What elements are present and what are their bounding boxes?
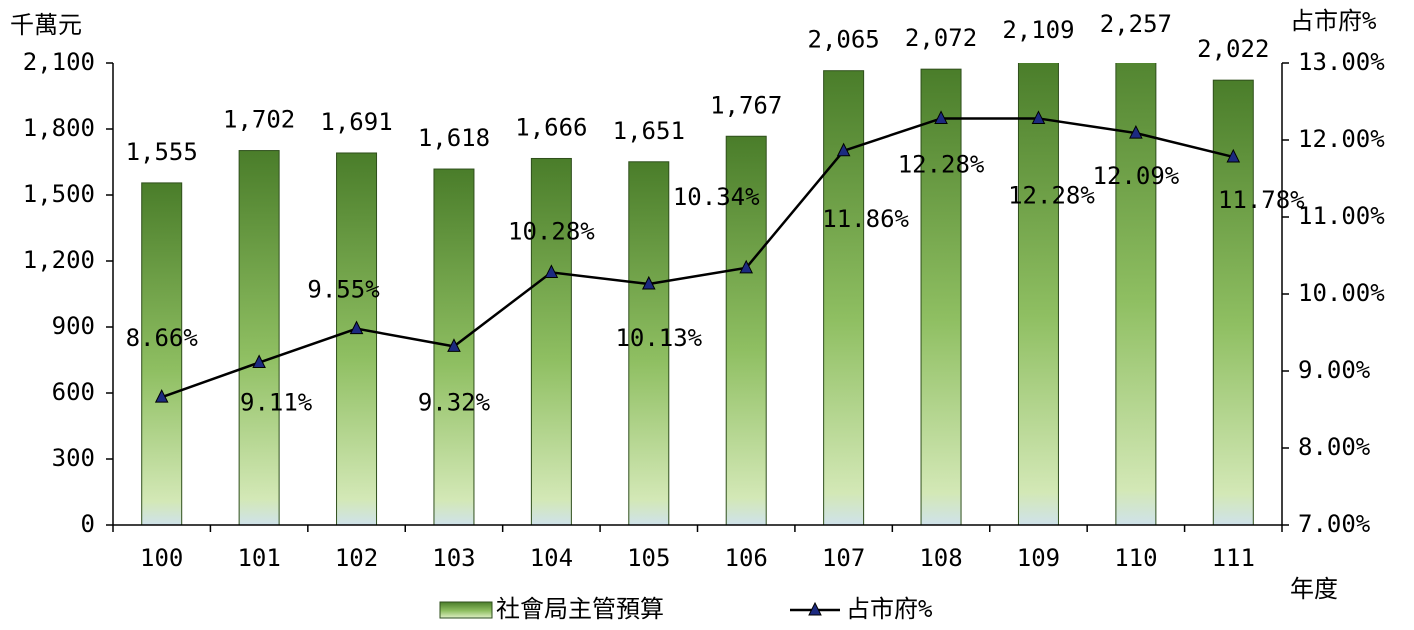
x-tick-label: 104: [530, 544, 573, 572]
legend-swatch: [439, 601, 493, 619]
x-tick-label: 108: [919, 544, 962, 572]
bar: [141, 182, 183, 525]
y-axis-title: 千萬元: [10, 11, 82, 39]
bar-value-label: 2,072: [905, 24, 977, 52]
y2-tick-label: 13.00%: [1298, 48, 1385, 76]
x-tick-label: 103: [432, 544, 475, 572]
bar: [725, 135, 767, 525]
x-tick-label: 106: [725, 544, 768, 572]
legend-label: 社會局主管預算: [496, 595, 664, 623]
bar: [530, 157, 572, 525]
line-value-label: 10.34%: [673, 183, 760, 211]
y2-tick-label: 9.00%: [1298, 356, 1371, 384]
line-value-label: 10.13%: [615, 324, 702, 352]
line: [161, 117, 1234, 399]
line-marker: [252, 354, 266, 369]
bar-value-label: 1,555: [126, 138, 198, 166]
y-tick-label: 900: [52, 312, 95, 340]
line-marker: [447, 338, 461, 352]
bar-value-label: 1,767: [710, 91, 782, 119]
bar-value-label: 2,109: [1002, 16, 1074, 44]
line-marker: [641, 275, 656, 290]
bar: [336, 152, 378, 525]
x-axis-title: 年度: [1290, 575, 1338, 603]
y-tick-label: 300: [52, 444, 95, 472]
bar-value-label: 2,257: [1100, 10, 1172, 38]
y-tick-label: 1,200: [23, 246, 95, 274]
x-tick-label: 102: [335, 544, 378, 572]
x-tick-label: 100: [140, 544, 183, 572]
line-marker: [154, 389, 169, 403]
line-marker: [1031, 110, 1046, 124]
bar: [1115, 63, 1157, 525]
line-value-label: 9.32%: [418, 388, 491, 416]
y2-tick-label: 10.00%: [1298, 279, 1385, 307]
line-value-label: 12.28%: [898, 150, 985, 178]
line-marker: [934, 110, 948, 124]
bar: [823, 70, 865, 525]
bar-value-label: 2,065: [808, 26, 880, 54]
y2-tick-label: 7.00%: [1298, 510, 1371, 538]
bar-value-label: 1,702: [223, 106, 295, 134]
x-tick-label: 101: [237, 544, 280, 572]
bar: [1212, 79, 1254, 525]
line-marker: [836, 142, 851, 157]
bar: [238, 150, 280, 525]
line-marker: [544, 264, 559, 278]
bar-value-label: 2,022: [1197, 35, 1269, 63]
y-tick-label: 0: [81, 510, 95, 538]
legend-label: 占市府%: [846, 595, 933, 623]
line-value-label: 9.11%: [240, 389, 313, 417]
line-value-label: 11.86%: [822, 205, 909, 233]
line-value-label: 10.28%: [508, 217, 595, 245]
line-value-label: 11.78%: [1218, 186, 1305, 214]
line-marker: [349, 320, 364, 335]
bar: [920, 68, 962, 525]
bar: [628, 161, 670, 525]
line-value-label: 8.66%: [126, 324, 199, 352]
y2-tick-label: 12.00%: [1298, 125, 1385, 153]
y-tick-label: 600: [52, 378, 95, 406]
y2-tick-label: 11.00%: [1298, 202, 1385, 230]
line-value-label: 12.28%: [1008, 181, 1095, 209]
x-tick-label: 107: [822, 544, 865, 572]
line-marker: [739, 259, 754, 274]
line-value-label: 9.55%: [307, 276, 380, 304]
y-tick-label: 2,100: [23, 48, 95, 76]
x-tick-label: 110: [1114, 544, 1157, 572]
y-tick-label: 1,800: [23, 114, 95, 142]
x-tick-label: 111: [1212, 544, 1255, 572]
bar: [1017, 63, 1059, 525]
legend-marker: [808, 601, 822, 616]
y-tick-label: 1,500: [23, 180, 95, 208]
line-marker: [1129, 124, 1143, 139]
line-value-label: 12.09%: [1093, 162, 1180, 190]
y2-tick-label: 8.00%: [1298, 433, 1371, 461]
bar-value-label: 1,651: [613, 117, 685, 145]
bar-value-label: 1,691: [320, 108, 392, 136]
y2-axis-title: 占市府%: [1290, 7, 1377, 35]
x-tick-label: 105: [627, 544, 670, 572]
bar-value-label: 1,666: [515, 113, 587, 141]
line-marker: [1226, 148, 1241, 163]
bar-value-label: 1,618: [418, 124, 490, 152]
x-tick-label: 109: [1017, 544, 1060, 572]
